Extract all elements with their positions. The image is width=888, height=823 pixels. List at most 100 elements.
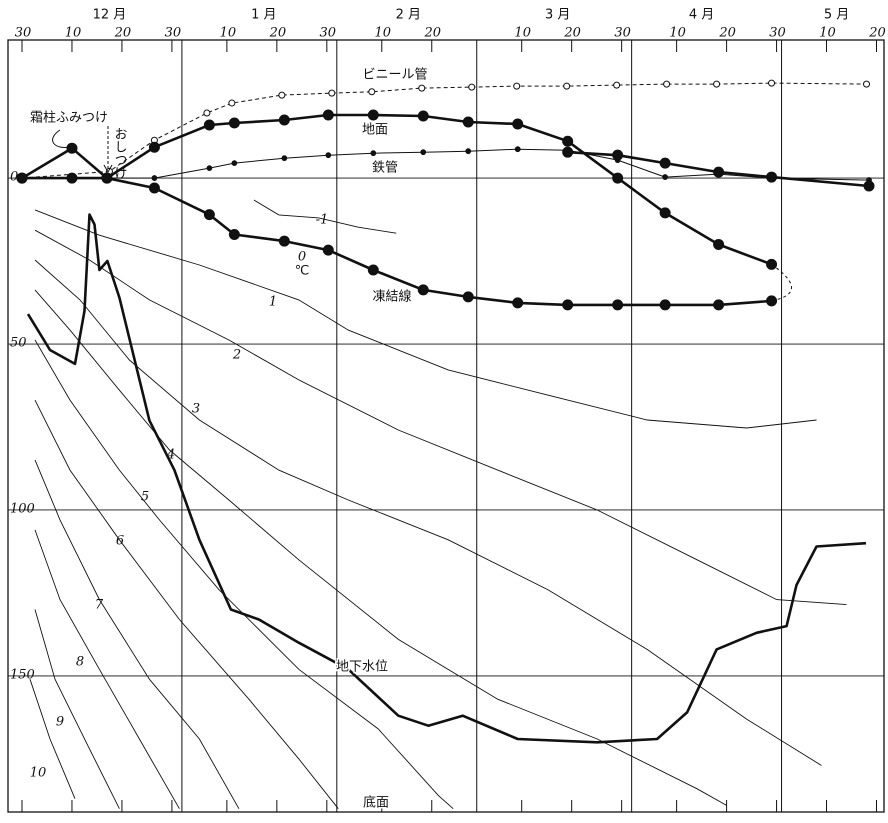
series-marker (367, 109, 379, 121)
series-marker (278, 235, 290, 247)
series-marker (713, 166, 725, 178)
series-marker (562, 146, 574, 158)
y-tick-label: 50 (10, 336, 27, 351)
isotherm (34, 259, 822, 766)
series-marker (367, 264, 379, 276)
series-marker (281, 155, 288, 162)
series-line (26, 213, 867, 744)
series-marker (512, 118, 524, 130)
x-tick-label: 30 (15, 26, 32, 41)
thaw-connector (771, 263, 792, 302)
isotherm (34, 609, 120, 809)
x-tick-label: 20 (718, 26, 736, 41)
series-label: 地面 (362, 123, 388, 138)
series-marker (228, 117, 240, 129)
isotherm-label: 4 (166, 448, 175, 463)
series-marker (563, 82, 571, 90)
series-line (567, 150, 870, 188)
month-label: 2 月 (396, 8, 421, 23)
series-marker (66, 172, 78, 184)
series-marker (228, 228, 240, 240)
x-tick-label: 20 (423, 26, 441, 41)
y-tick-label: 100 (10, 501, 35, 516)
y-tick-label: 0 (10, 170, 18, 185)
month-label: 1 月 (251, 8, 276, 23)
series-marker (713, 80, 721, 88)
series-marker (612, 172, 624, 184)
series-marker (368, 88, 376, 96)
annotation: 底面 (363, 795, 389, 811)
x-tick-label: 10 (819, 26, 836, 41)
plot-frame (7, 39, 885, 813)
series-label: 地下水位 (336, 660, 388, 675)
series-marker (612, 149, 624, 161)
series-marker (148, 182, 160, 194)
isotherm (253, 199, 397, 234)
series-marker (663, 80, 671, 88)
series-marker (16, 172, 28, 184)
month-label: 12 月 (93, 8, 127, 23)
series-marker (514, 146, 521, 153)
x-tick-label: 10 (220, 26, 237, 41)
series-marker (420, 149, 427, 156)
series-marker (662, 174, 669, 180)
x-tick-label: 30 (614, 26, 631, 41)
series-marker (231, 160, 238, 167)
series-marker (370, 150, 377, 157)
isotherm-label: 1 (269, 295, 277, 310)
series-marker (613, 81, 621, 89)
series-label: 凍結線 (372, 289, 411, 305)
isotherm (34, 229, 847, 606)
annotation: ℃ (295, 264, 310, 279)
series-marker (206, 165, 213, 172)
isotherm-label: 8 (76, 655, 84, 670)
series-marker (863, 80, 871, 88)
series-marker (468, 83, 476, 91)
series-marker (66, 142, 78, 154)
series-marker (863, 180, 875, 192)
series-line (21, 113, 773, 266)
series-marker (462, 116, 474, 128)
series-marker (766, 171, 778, 183)
series-marker (322, 109, 334, 121)
series-marker (203, 109, 211, 117)
isotherm-label: 6 (116, 534, 124, 549)
series-marker (659, 207, 671, 219)
series-marker (151, 175, 158, 181)
series-marker (562, 299, 574, 311)
isotherm (34, 529, 180, 809)
isotherm-label: 10 (30, 766, 47, 781)
series-marker (713, 238, 725, 250)
x-tick-label: 10 (375, 26, 392, 41)
series-marker (203, 119, 215, 131)
series-marker (513, 82, 521, 90)
series-marker (322, 244, 334, 256)
month-label: 3 月 (545, 8, 570, 23)
series-marker (766, 258, 778, 270)
series-marker (148, 141, 160, 153)
series-marker (325, 152, 332, 159)
isotherm-label: 7 (95, 598, 104, 613)
series-marker (465, 148, 472, 155)
isotherm (34, 459, 240, 809)
isotherm (34, 399, 339, 809)
series-line (22, 176, 772, 307)
x-tick-label: 10 (514, 26, 531, 41)
series-marker (562, 135, 574, 147)
x-tick-label: 20 (868, 26, 886, 41)
isotherm-label: 9 (56, 715, 64, 730)
annotation: 0 (298, 250, 306, 265)
x-tick-label: 30 (769, 26, 786, 41)
series-marker (278, 114, 290, 126)
annotation-arrow (103, 164, 113, 174)
x-tick-label: 20 (563, 26, 581, 41)
annotation: 霜柱ふみつけ (30, 111, 108, 126)
series-label: 鉄管 (372, 161, 398, 176)
series-marker (417, 284, 429, 296)
series-marker (612, 299, 624, 311)
series-line (22, 148, 870, 181)
month-label: 5 月 (824, 8, 849, 23)
series-marker (659, 157, 671, 169)
